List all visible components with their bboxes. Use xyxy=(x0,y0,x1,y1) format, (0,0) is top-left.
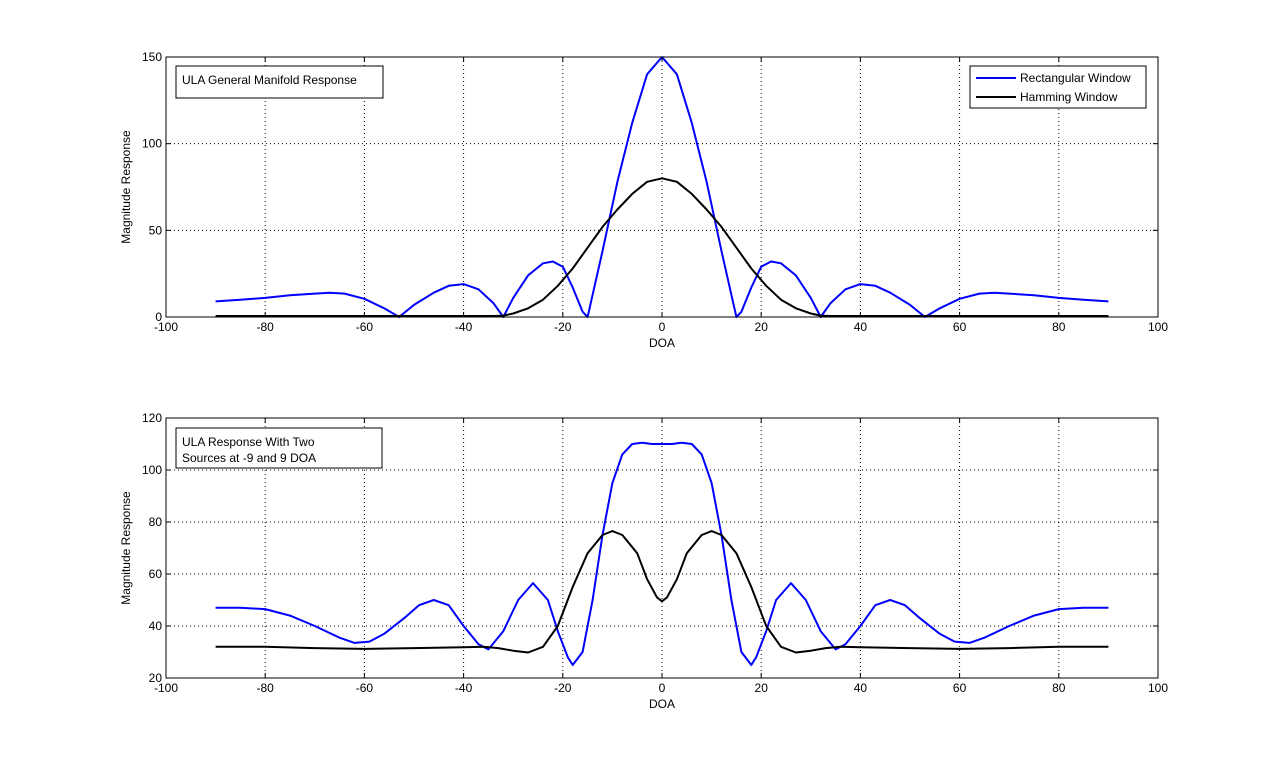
annotation-frame xyxy=(175,65,384,99)
x-tick-label: 40 xyxy=(854,681,868,695)
x-tick-label: -20 xyxy=(554,320,572,334)
legend: Rectangular Window Hamming Window xyxy=(969,65,1147,109)
x-tick-label: -40 xyxy=(455,681,473,695)
x-tick-label: 0 xyxy=(659,320,666,334)
x-tick-label: 20 xyxy=(755,320,769,334)
x-tick-label: 20 xyxy=(755,681,769,695)
y-tick-label: 100 xyxy=(142,137,162,151)
x-axis-label: DOA xyxy=(649,336,675,350)
top-axes: -100 -80 -60 -40 -20 0 20 40 60 80 100 0 50 100 150 DOA… xyxy=(119,50,1168,350)
x-tick-label: -60 xyxy=(356,681,374,695)
x-tick-label: -100 xyxy=(154,320,178,334)
x-tick-label: 80 xyxy=(1052,681,1066,695)
y-axis-label: Magnitude Response xyxy=(119,491,133,605)
x-tick-label: 80 xyxy=(1052,320,1066,334)
x-axis-label: DOA xyxy=(649,697,675,711)
x-tick-label: -100 xyxy=(154,681,178,695)
y-tick-label: 150 xyxy=(142,50,162,64)
y-tick-label: 0 xyxy=(155,310,162,324)
annotation-line: ULA General Manifold Response xyxy=(182,73,357,87)
x-tick-label: -80 xyxy=(257,320,275,334)
legend-frame xyxy=(969,65,1147,109)
bottom-axes: -100 -80 -60 -40 -20 0 20 40 60 80 100 20 40 60 80 100 1… xyxy=(119,411,1168,711)
x-tick-label: 100 xyxy=(1148,320,1168,334)
x-tick-label: 60 xyxy=(953,320,967,334)
y-tick-label: 20 xyxy=(149,671,163,685)
x-tick-label: 60 xyxy=(953,681,967,695)
x-tick-label: -20 xyxy=(554,681,572,695)
x-tick-label: 0 xyxy=(659,681,666,695)
y-tick-label: 40 xyxy=(149,619,163,633)
legend-label: Hamming Window xyxy=(1020,90,1118,104)
x-tick-label: 100 xyxy=(1148,681,1168,695)
x-tick-label: -80 xyxy=(257,681,275,695)
series-line-hamming-window xyxy=(215,177,1109,317)
annotation-line: ULA Response With Two xyxy=(182,435,315,449)
annotation-line: Sources at -9 and 9 DOA xyxy=(182,451,316,465)
y-tick-label: 60 xyxy=(149,567,163,581)
y-tick-label: 120 xyxy=(142,411,162,425)
y-tick-label: 100 xyxy=(142,463,162,477)
x-tick-label: 40 xyxy=(854,320,868,334)
x-tick-label: -40 xyxy=(455,320,473,334)
annotation-box: ULA General Manifold Response xyxy=(175,65,384,99)
y-tick-label: 80 xyxy=(149,515,163,529)
annotation-box: ULA Response With Two Sources at -9 and 9… xyxy=(175,427,383,469)
x-tick-label: -60 xyxy=(356,320,374,334)
series-line-rectangular-window xyxy=(215,441,1109,666)
legend-label: Rectangular Window xyxy=(1020,71,1131,85)
annotation-frame xyxy=(175,427,383,469)
series-line-hamming-window xyxy=(215,530,1109,654)
y-tick-label: 50 xyxy=(149,223,163,237)
y-axis-label: Magnitude Response xyxy=(119,130,133,244)
